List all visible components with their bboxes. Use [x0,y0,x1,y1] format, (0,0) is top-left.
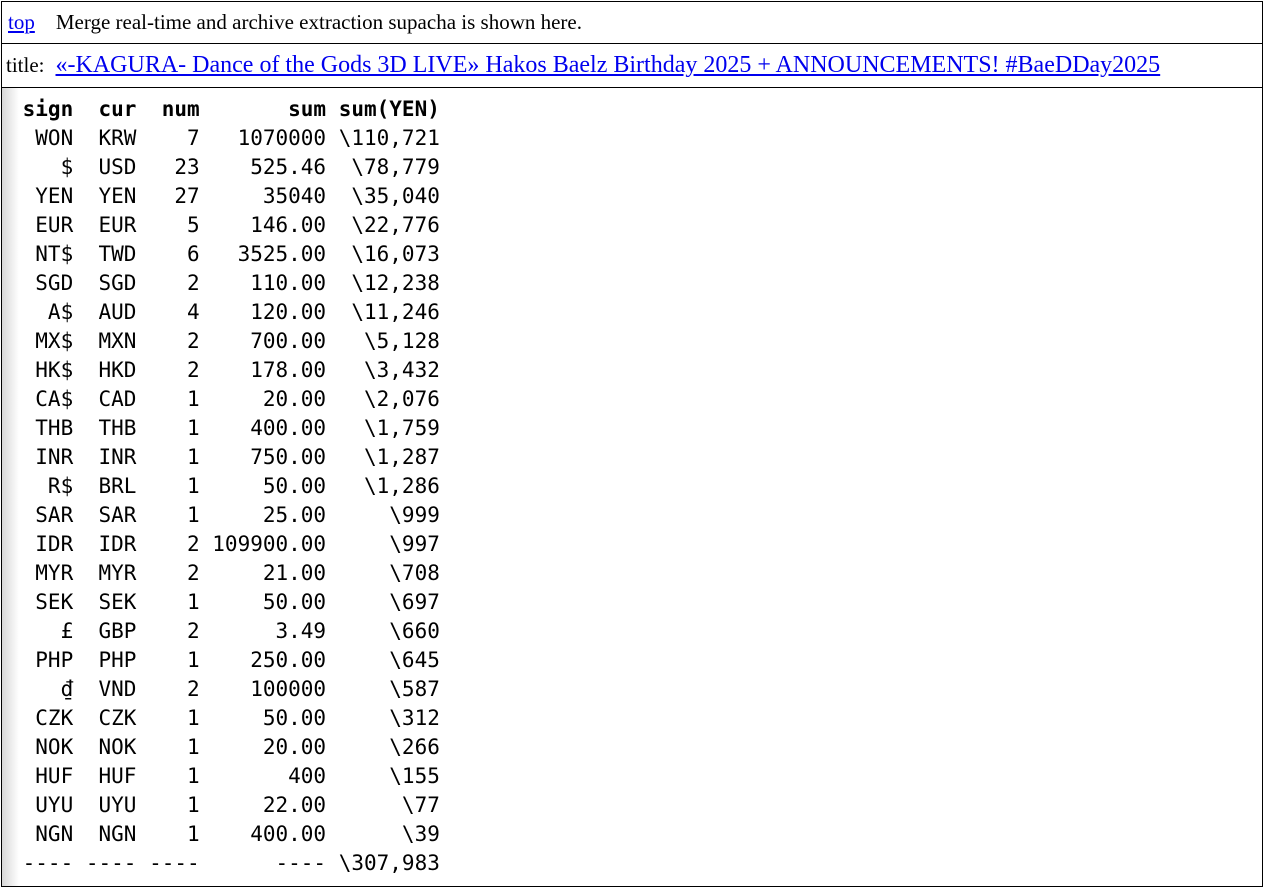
table-row: A$ AUD 4 120.00 \11,246 [10,300,440,324]
table-row: ₫ VND 2 100000 \587 [10,677,440,701]
table-row: UYU UYU 1 22.00 \77 [10,793,440,817]
table-row: SEK SEK 1 50.00 \697 [10,590,440,614]
table-row: PHP PHP 1 250.00 \645 [10,648,440,672]
topbar-description: Merge real-time and archive extraction s… [55,10,582,34]
table-row: YEN YEN 27 35040 \35,040 [10,184,440,208]
top-bar: top Merge real-time and archive extracti… [2,2,1262,44]
table-row: THB THB 1 400.00 \1,759 [10,416,440,440]
title-bar: title: «-KAGURA- Dance of the Gods 3D LI… [2,44,1262,88]
table-row: SAR SAR 1 25.00 \999 [10,503,440,527]
table-row: R$ BRL 1 50.00 \1,286 [10,474,440,498]
top-link[interactable]: top [8,10,35,34]
table-row: HUF HUF 1 400 \155 [10,764,440,788]
table-row: MYR MYR 2 21.00 \708 [10,561,440,585]
currency-table-area: sign cur num sum sum(YEN) WON KRW 7 1070… [2,88,1262,886]
table-row: £ GBP 2 3.49 \660 [10,619,440,643]
table-row: INR INR 1 750.00 \1,287 [10,445,440,469]
table-row: NOK NOK 1 20.00 \266 [10,735,440,759]
table-row: $ USD 23 525.46 \78,779 [10,155,440,179]
table-total-row: ---- ---- ---- ---- \307,983 [10,851,440,875]
table-row: CA$ CAD 1 20.00 \2,076 [10,387,440,411]
table-row: SGD SGD 2 110.00 \12,238 [10,271,440,295]
table-row: HK$ HKD 2 178.00 \3,432 [10,358,440,382]
currency-table: sign cur num sum sum(YEN) WON KRW 7 1070… [10,95,1262,878]
table-row: NT$ TWD 6 3525.00 \16,073 [10,242,440,266]
table-row: WON KRW 7 1070000 \110,721 [10,126,440,150]
table-row: CZK CZK 1 50.00 \312 [10,706,440,730]
table-row: MX$ MXN 2 700.00 \5,128 [10,329,440,353]
table-row: EUR EUR 5 146.00 \22,776 [10,213,440,237]
table-header-row: sign cur num sum sum(YEN) [10,97,440,121]
table-row: IDR IDR 2 109900.00 \997 [10,532,440,556]
title-label: title: [6,53,45,77]
table-row: NGN NGN 1 400.00 \39 [10,822,440,846]
video-title-link[interactable]: «-KAGURA- Dance of the Gods 3D LIVE» Hak… [55,52,1161,78]
